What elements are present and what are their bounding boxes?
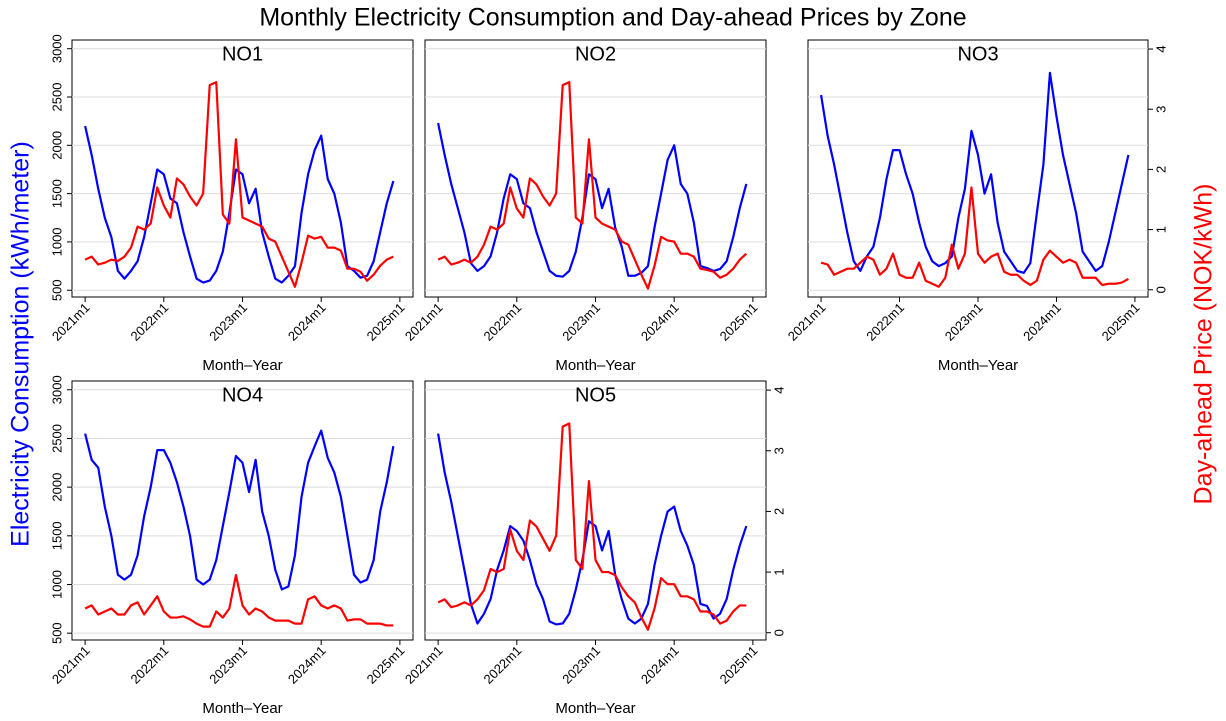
x-tick-label: 2023m1 bbox=[559, 300, 603, 344]
x-tick-label: 2025m1 bbox=[717, 643, 761, 687]
y-tick-label: 2000 bbox=[49, 473, 64, 502]
y-tick-label: 1000 bbox=[49, 570, 64, 599]
x-tick-label: 2023m1 bbox=[206, 643, 250, 687]
y2-tick-label: 4 bbox=[771, 386, 786, 393]
line-series bbox=[437, 422, 747, 631]
x-tick-label: 2021m1 bbox=[402, 643, 446, 687]
x-tick-label: 2021m1 bbox=[49, 300, 93, 344]
x-axis-label: Month–Year bbox=[555, 700, 635, 717]
panel-title: NO4 bbox=[222, 384, 263, 406]
panel: 0 1 2 3 4 2021m1 2022m1 2023m1 2024m1 2025m1 NO3 Mo… bbox=[785, 39, 1168, 374]
y2-tick-label: 0 bbox=[1153, 286, 1168, 293]
y-axis-label: Electricity Consumption (kWh/meter) bbox=[7, 141, 35, 547]
plot-frame bbox=[424, 380, 767, 641]
x-axis-label: Month–Year bbox=[938, 357, 1018, 374]
panel-title: NO1 bbox=[222, 43, 263, 65]
panel: 500 1000 1500 2000 2500 3000 2021m1 2022m1 2023m… bbox=[49, 34, 414, 374]
x-tick-label: 2023m1 bbox=[206, 300, 250, 344]
y-tick-label: 1000 bbox=[49, 227, 64, 256]
x-tick-label: 2022m1 bbox=[481, 643, 525, 687]
x-tick-label: 2024m1 bbox=[1020, 300, 1064, 344]
x-tick-label: 2023m1 bbox=[942, 300, 986, 344]
plot-frame bbox=[424, 39, 767, 298]
chart-title: Monthly Electricity Consumption and Day-… bbox=[259, 4, 966, 32]
x-tick-label: 2024m1 bbox=[638, 300, 682, 344]
x-tick-label: 2021m1 bbox=[49, 643, 93, 687]
y-tick-label: 2500 bbox=[49, 424, 64, 453]
line-series bbox=[84, 81, 394, 288]
y-tick-label: 3000 bbox=[49, 375, 64, 404]
y2-tick-label: 3 bbox=[1153, 106, 1168, 113]
x-tick-label: 2024m1 bbox=[285, 300, 329, 344]
y-tick-label: 3000 bbox=[49, 34, 64, 63]
x-tick-label: 2022m1 bbox=[481, 300, 525, 344]
panel-title: NO5 bbox=[575, 384, 616, 406]
panel-title: NO2 bbox=[575, 43, 616, 65]
x-tick-label: 2022m1 bbox=[128, 643, 172, 687]
y2-tick-label: 1 bbox=[1153, 226, 1168, 233]
y-tick-label: 500 bbox=[49, 279, 64, 301]
y2-tick-label: 1 bbox=[771, 568, 786, 575]
panel: 500 1000 1500 2000 2500 3000 2021m1 2022m1 2023m… bbox=[49, 375, 414, 717]
y-tick-label: 1500 bbox=[49, 521, 64, 550]
plot-frame bbox=[71, 380, 414, 641]
x-axis-label: Month–Year bbox=[555, 357, 635, 374]
x-tick-label: 2021m1 bbox=[402, 300, 446, 344]
x-tick-label: 2025m1 bbox=[364, 643, 408, 687]
x-axis-label: Month–Year bbox=[202, 700, 282, 717]
line-series bbox=[819, 71, 1130, 274]
y2-tick-label: 4 bbox=[1153, 45, 1168, 52]
x-tick-label: 2023m1 bbox=[559, 643, 603, 687]
y-tick-label: 500 bbox=[49, 622, 64, 644]
y-tick-label: 1500 bbox=[49, 179, 64, 208]
x-tick-label: 2021m1 bbox=[785, 300, 829, 344]
plot-frame bbox=[71, 39, 414, 298]
x-tick-label: 2022m1 bbox=[863, 300, 907, 344]
line-series bbox=[437, 81, 748, 290]
line-series bbox=[84, 574, 394, 628]
x-axis-label: Month–Year bbox=[202, 357, 282, 374]
y2-tick-label: 2 bbox=[771, 508, 786, 515]
line-series bbox=[84, 429, 395, 591]
y2-tick-label: 2 bbox=[1153, 166, 1168, 173]
x-tick-label: 2025m1 bbox=[1099, 300, 1143, 344]
panel: 0 1 2 3 4 2021m1 2022m1 2023m1 2024m1 2025m1 NO5 Mo… bbox=[402, 380, 786, 717]
y2-axis-label: Day-ahead Price (NOK/kWh) bbox=[1190, 184, 1218, 505]
y-tick-label: 2000 bbox=[49, 131, 64, 160]
x-tick-label: 2024m1 bbox=[638, 643, 682, 687]
y-tick-label: 2500 bbox=[49, 83, 64, 112]
x-tick-label: 2022m1 bbox=[128, 300, 172, 344]
panel-title: NO3 bbox=[957, 43, 998, 65]
plot-frame bbox=[807, 39, 1149, 298]
line-series bbox=[820, 186, 1129, 288]
y2-tick-label: 3 bbox=[771, 447, 786, 454]
x-tick-label: 2025m1 bbox=[364, 300, 408, 344]
x-tick-label: 2024m1 bbox=[285, 643, 329, 687]
x-tick-label: 2025m1 bbox=[717, 300, 761, 344]
y2-tick-label: 0 bbox=[771, 629, 786, 636]
panel: 2021m1 2022m1 2023m1 2024m1 2025m1 NO2 Month–Y… bbox=[402, 39, 767, 374]
